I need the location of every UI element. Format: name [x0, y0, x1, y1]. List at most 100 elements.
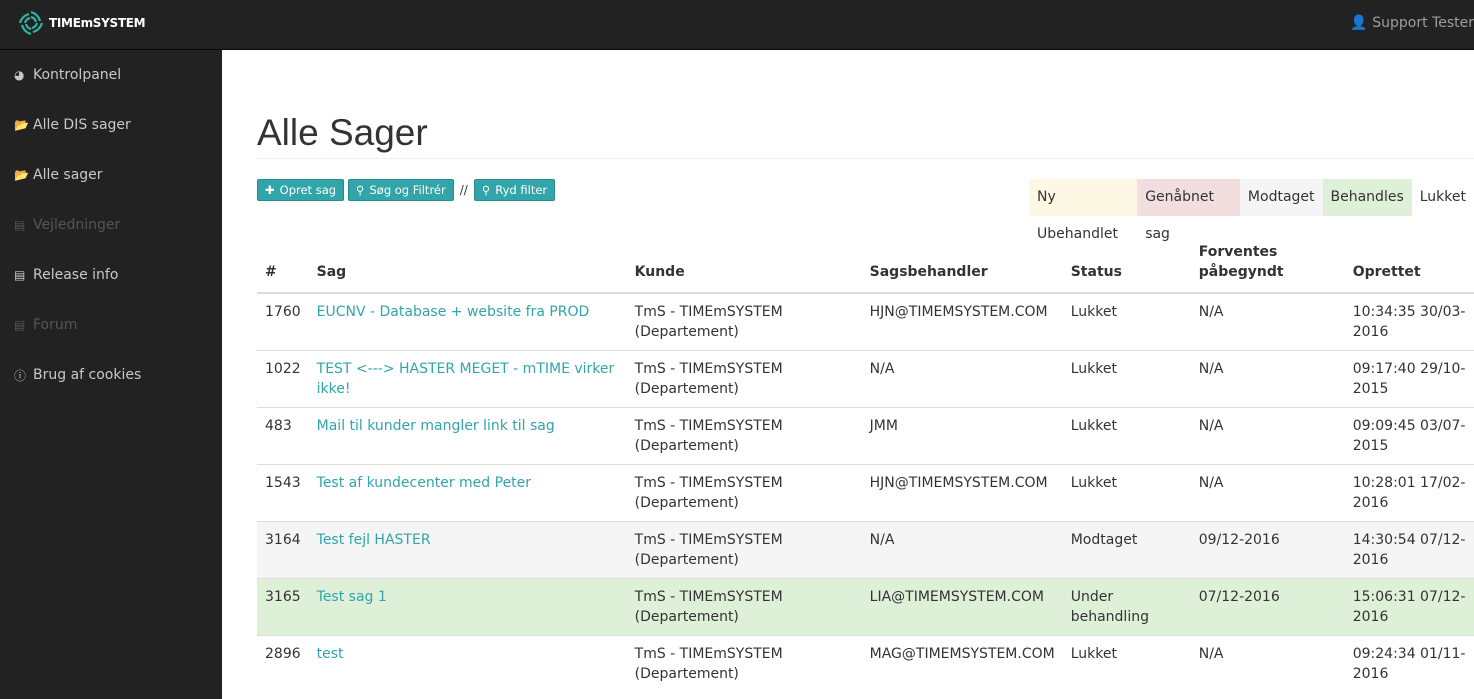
col-oprettet[interactable]: Oprettet	[1344, 240, 1474, 294]
dashboard-icon: ◕	[14, 68, 25, 82]
status-legend: Ny Ubehandlet Genåbnet sag Modtaget Behandl…	[1029, 179, 1474, 242]
folder-open-icon: 📂	[14, 118, 29, 132]
status: Modtaget	[1062, 521, 1191, 579]
sidebar-item-release-info[interactable]: ▤ Release info	[0, 250, 222, 300]
case-handler: HJN@TIMEMSYSTEM.COM	[861, 464, 1063, 522]
expected-start: N/A	[1190, 464, 1345, 522]
col-forventes[interactable]: Forventes påbegyndt	[1190, 240, 1345, 294]
expected-start: 07/12-2016	[1190, 578, 1345, 636]
expected-start: N/A	[1190, 635, 1345, 693]
case-link[interactable]: EUCNV - Database + website fra PROD	[316, 304, 590, 320]
separator: //	[459, 183, 468, 197]
info-icon: ⓘ	[14, 368, 27, 383]
top-navbar: TIMEmSYSTEM 👤 Support Tester	[0, 0, 1474, 50]
plus-icon: ✚	[265, 183, 275, 197]
case-link[interactable]: Test af kundecenter med Peter	[316, 475, 532, 491]
col-number[interactable]: #	[257, 240, 309, 294]
case-link[interactable]: Mail til kunder mangler link til sag	[316, 418, 555, 434]
legend-item: Behandles	[1322, 179, 1412, 216]
case-link[interactable]: test	[316, 646, 344, 662]
created: 14:30:54 07/12-2016	[1344, 521, 1474, 579]
status: Lukket	[1062, 635, 1191, 693]
case-handler: N/A	[861, 521, 1063, 579]
sidebar-item-kontrolpanel[interactable]: ◕ Kontrolpanel	[0, 50, 222, 100]
sidebar-item-alle-sager[interactable]: 📂 Alle sager	[0, 150, 222, 200]
book-icon: ▤	[14, 218, 26, 232]
case-handler: N/A	[861, 350, 1063, 408]
legend-item: Genåbnet sag	[1137, 179, 1240, 242]
col-sag[interactable]: Sag	[308, 240, 627, 294]
table-row[interactable]: 483 Mail til kunder mangler link til sag…	[257, 407, 1474, 465]
created: 10:34:35 30/03-2016	[1344, 292, 1474, 351]
status: Lukket	[1062, 350, 1191, 408]
table-row[interactable]: 1543 Test af kundecenter med Peter TmS -…	[257, 464, 1474, 522]
created: 15:06:31 07/12-2016	[1344, 578, 1474, 636]
user-menu[interactable]: 👤 Support Tester	[1350, 15, 1474, 31]
case-number: 1760	[257, 292, 309, 351]
create-case-button[interactable]: ✚ Opret sag	[257, 179, 345, 201]
case-link[interactable]: TEST <---> HASTER MEGET - mTIME virker i…	[316, 361, 615, 397]
clear-filter-button[interactable]: ⚲ Ryd filter	[473, 179, 556, 201]
expected-start: N/A	[1190, 350, 1345, 408]
table-row[interactable]: 1022 TEST <---> HASTER MEGET - mTIME vir…	[257, 350, 1474, 408]
search-icon: ⚲	[356, 183, 365, 197]
expected-start: N/A	[1190, 292, 1345, 351]
col-kunde[interactable]: Kunde	[626, 240, 862, 294]
customer: TmS - TIMEmSYSTEM (Departement)	[626, 635, 862, 693]
sidebar-item-forum: ▤ Forum	[0, 300, 222, 350]
case-number: 1543	[257, 464, 309, 522]
case-number: 3164	[257, 521, 309, 579]
legend-item: Lukket	[1411, 179, 1474, 216]
case-link[interactable]: Test fejl HASTER	[316, 532, 431, 548]
col-sagsbehandler[interactable]: Sagsbehandler	[861, 240, 1063, 294]
case-handler: LIA@TIMEMSYSTEM.COM	[861, 578, 1063, 636]
search-filter-button[interactable]: ⚲ Søg og Filtrér	[348, 179, 454, 201]
col-status[interactable]: Status	[1062, 240, 1191, 294]
sidebar: ◕ Kontrolpanel 📂 Alle DIS sager 📂 Alle sager ▤…	[0, 50, 222, 699]
sidebar-item-alle-dis-sager[interactable]: 📂 Alle DIS sager	[0, 100, 222, 150]
sidebar-item-label: Release info	[33, 267, 119, 283]
customer: TmS - TIMEmSYSTEM (Departement)	[626, 464, 862, 522]
table-row[interactable]: 3164 Test fejl HASTER TmS - TIMEmSYSTEM …	[257, 521, 1474, 579]
table-row[interactable]: 1760 EUCNV - Database + website fra PROD…	[257, 292, 1474, 351]
table-row[interactable]: 3165 Test sag 1 TmS - TIMEmSYSTEM (Depar…	[257, 578, 1474, 636]
cases-table: # Sag Kunde Sagsbehandler Status Forvent…	[257, 240, 1474, 693]
expected-start: N/A	[1190, 407, 1345, 465]
user-icon: 👤	[1350, 15, 1368, 31]
sidebar-item-label: Kontrolpanel	[33, 67, 122, 83]
sidebar-item-brug-af-cookies[interactable]: ⓘ Brug af cookies	[0, 350, 222, 400]
user-name: Support Tester	[1372, 15, 1474, 31]
sidebar-item-label: Alle sager	[33, 167, 103, 183]
customer: TmS - TIMEmSYSTEM (Departement)	[626, 521, 862, 579]
case-handler: MAG@TIMEMSYSTEM.COM	[861, 635, 1063, 693]
expected-start: 09/12-2016	[1190, 521, 1345, 579]
page-title: Alle Sager	[257, 112, 428, 153]
sidebar-item-vejledninger: ▤ Vejledninger	[0, 200, 222, 250]
table-row[interactable]: 2896 test TmS - TIMEmSYSTEM (Departement…	[257, 635, 1474, 693]
customer: TmS - TIMEmSYSTEM (Departement)	[626, 578, 862, 636]
case-link[interactable]: Test sag 1	[316, 589, 387, 605]
logo[interactable]: TIMEmSYSTEM	[16, 8, 146, 38]
search-filter-label: Søg og Filtrér	[369, 183, 446, 197]
status: Lukket	[1062, 464, 1191, 522]
created: 09:09:45 03/07-2015	[1344, 407, 1474, 465]
main-content: Alle Sager ✚ Opret sag ⚲ Søg og Filtrér //…	[257, 50, 1474, 693]
book-icon: ▤	[14, 268, 26, 282]
table-header-row: # Sag Kunde Sagsbehandler Status Forvent…	[257, 240, 1474, 294]
legend-item: Modtaget	[1239, 179, 1323, 216]
logo-text: TIMEmSYSTEM	[49, 16, 146, 30]
status: Lukket	[1062, 407, 1191, 465]
case-handler: HJN@TIMEMSYSTEM.COM	[861, 292, 1063, 351]
legend-item: Ny Ubehandlet	[1029, 179, 1138, 242]
create-case-label: Opret sag	[279, 183, 337, 197]
case-number: 3165	[257, 578, 309, 636]
case-number: 1022	[257, 350, 309, 408]
sidebar-item-label: Vejledninger	[33, 217, 121, 233]
clear-filter-label: Ryd filter	[495, 183, 548, 197]
case-number: 483	[257, 407, 309, 465]
case-handler: JMM	[861, 407, 1063, 465]
logo-swirl-icon	[18, 10, 44, 36]
sidebar-item-label: Alle DIS sager	[33, 117, 131, 133]
status: Under behandling	[1062, 578, 1191, 636]
search-icon: ⚲	[481, 183, 491, 197]
